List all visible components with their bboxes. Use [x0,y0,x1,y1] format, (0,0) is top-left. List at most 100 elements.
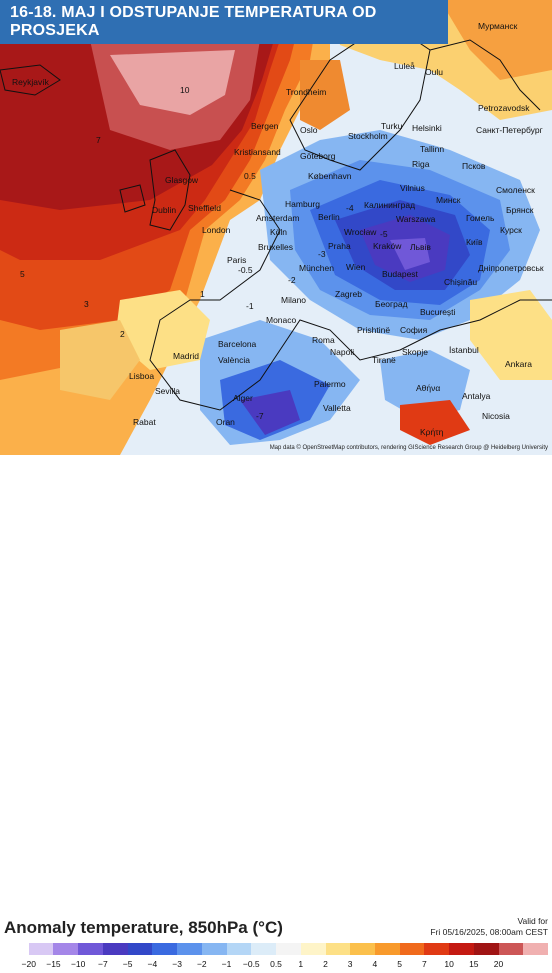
city-label: Madrid [173,351,199,361]
scale-swatch [276,943,301,955]
scale-swatch [226,943,252,955]
city-label: Калининград [364,200,416,210]
city-label: København [308,171,352,181]
city-label: Kraków [373,241,402,251]
scale-tick-label: 5 [397,959,402,969]
scale-tick-label: 15 [469,959,479,969]
city-label: Amsterdam [256,213,300,223]
city-label: Oulu [425,67,443,77]
city-label: Napoli [330,347,355,357]
valid-time: Valid for Fri 05/16/2025, 08:00am CEST [430,916,548,938]
scale-tick-label: −15 [46,959,61,969]
scale-tick-label: −1 [221,959,232,969]
scale-swatch [102,943,128,955]
city-label: Praha [328,241,351,251]
city-label: Rabat [133,417,156,427]
city-label: Vilnius [400,183,425,193]
city-label: Petrozavodsk [478,103,530,113]
scale-tick-label: 20 [493,959,504,969]
city-label: Riga [412,159,430,169]
city-label: Псков [462,161,486,171]
city-label: Tiranë [372,355,396,365]
page-title: 16-18. MAJ I ODSTUPANJE TEMPERATURA OD P… [10,4,377,39]
scale-swatch [375,943,400,955]
color-scale [4,943,549,955]
scale-swatch [399,943,425,955]
city-label: Monaco [266,315,297,325]
city-label: Wrocław [344,227,377,237]
scale-swatch [523,943,549,955]
city-label: Дніпропетровськ [478,263,544,273]
city-label: София [400,325,428,335]
city-label: Брянск [506,205,534,215]
city-label: Wien [346,262,366,272]
city-label: Київ [466,237,483,247]
city-label: Trondheim [286,87,327,97]
city-label: Санкт-Петербург [476,125,543,135]
city-label: Luleå [394,61,415,71]
contour-label: -5 [380,229,388,239]
scale-swatch [424,943,450,955]
city-label: München [299,263,334,273]
contour-label: -1 [246,301,254,311]
city-label: Bruxelles [258,242,293,252]
city-label: Bergen [251,121,279,131]
city-label: Hamburg [285,199,320,209]
contour-label: -3 [318,249,326,259]
city-label: Oslo [300,125,318,135]
scale-tick-label: −7 [98,959,108,969]
scale-tick-label: 10 [444,959,454,969]
scale-swatch [325,943,351,955]
city-label: Palermo [314,379,346,389]
city-label: London [202,225,231,235]
scale-swatch [28,943,54,955]
city-label: Αθήνα [416,383,441,393]
city-label: Turku [381,121,403,131]
city-label: Lisboa [129,371,155,381]
city-label: Alger [233,393,253,403]
title-banner: 16-18. MAJ I ODSTUPANJE TEMPERATURA OD P… [0,0,448,44]
city-label: Dublin [152,205,177,215]
scale-swatch [177,943,202,955]
scale-tick-label: −5 [122,959,133,969]
city-label: Göteborg [300,151,336,161]
city-label: Köln [270,227,288,237]
map-attribution: Map data © OpenStreetMap contributors, r… [269,445,548,451]
city-label: Glasgow [165,175,199,185]
city-label: Valletta [323,403,351,413]
scale-tick-label: 2 [323,959,328,969]
contour-label: -2 [288,275,296,285]
scale-swatch [251,943,277,955]
city-label: Kristiansand [234,147,281,157]
city-label: Београд [375,299,408,309]
scale-tick-label: −4 [147,959,158,969]
city-label: Гомель [466,213,495,223]
contour-label: -0.5 [238,265,253,275]
city-label: Reykjavík [12,77,49,87]
contour-label: -7 [256,411,264,421]
scale-tick-label: −10 [70,959,86,969]
scale-swatch [4,943,29,955]
contour-label: -4 [346,203,354,213]
city-label: Sheffield [188,203,221,213]
city-label: Sevilla [155,386,181,396]
scale-swatch [53,943,79,955]
scale-swatch [127,943,153,955]
scale-swatch [449,943,474,955]
scale-swatch [473,943,499,955]
scale-swatch [152,943,178,955]
temperature-anomaly-map[interactable]: Reykjavík Мурманск Luleå Oulu Trondheim … [0,0,552,455]
city-label: Мурманск [478,21,518,31]
valid-label: Valid for [517,916,548,926]
scale-tick-label: −20 [21,959,36,969]
city-label: Ankara [505,359,532,369]
legend-title: Anomaly temperature, 850hPa (°C) [4,918,283,937]
city-label: Antalya [462,391,491,401]
city-label: İstanbul [449,345,479,355]
city-label: Минск [436,195,461,205]
scale-tick-label: 7 [421,959,427,969]
contour-label: 0.5 [244,171,256,181]
contour-label: 7 [96,135,101,145]
contour-label: 2 [120,329,125,339]
city-label: Львів [410,242,431,252]
